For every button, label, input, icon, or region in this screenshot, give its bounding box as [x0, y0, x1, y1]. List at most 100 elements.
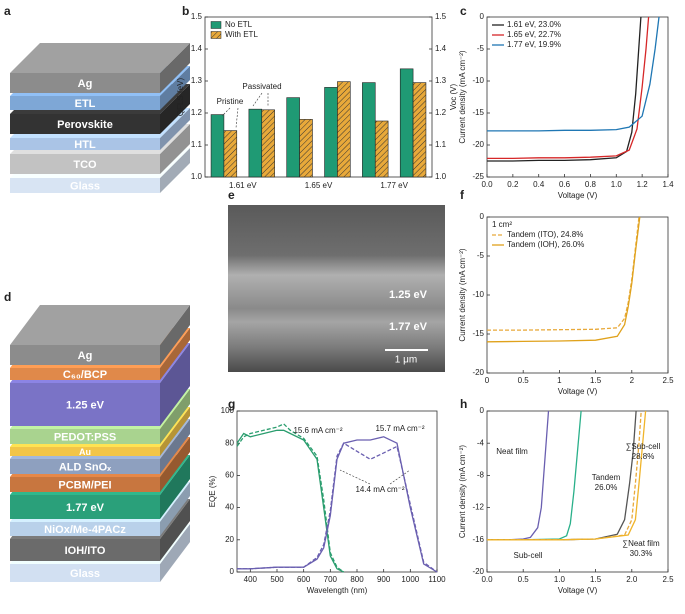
layer-side	[160, 419, 190, 474]
layer-top	[10, 43, 190, 73]
bar	[362, 82, 376, 178]
x-tick-label: 0	[485, 376, 490, 385]
layer-front	[10, 495, 160, 519]
x-tick-label: 700	[324, 575, 338, 584]
layer-front	[10, 564, 160, 582]
y2-tick-label: 1.4	[435, 44, 447, 53]
x-tick-label: 2.5	[662, 575, 674, 584]
layer-side	[160, 148, 190, 193]
x-tick-label: 900	[377, 575, 391, 584]
line	[237, 442, 438, 573]
line	[236, 429, 344, 573]
layer-side	[160, 389, 190, 444]
y-tick-label: -12	[472, 503, 484, 512]
annotation: ∑Sub-cell	[626, 442, 661, 451]
annotation: 30.3%	[630, 549, 653, 558]
line	[237, 436, 438, 573]
layer-side	[160, 108, 190, 150]
x-tick-label: 0.4	[533, 180, 545, 189]
y2-tick-label: 1.3	[435, 76, 447, 85]
panel-label: a	[4, 4, 11, 18]
y-tick-label: -5	[477, 251, 485, 260]
y2-tick-label: 1.5	[435, 12, 447, 21]
panel-label: b	[182, 4, 189, 18]
annotation: 14.4 mA cm⁻²	[355, 485, 404, 494]
y-tick-label: 1.5	[191, 12, 203, 21]
y-axis-label: QFLS (eV)	[176, 78, 185, 117]
y-tick-label: 0	[480, 212, 485, 221]
bar	[286, 97, 300, 178]
x-tick-label: 1.61 eV	[229, 181, 257, 190]
y-tick-label: 100	[221, 406, 235, 415]
x-tick-label: 1.65 eV	[305, 181, 333, 190]
x-tick-label: 1.5	[590, 376, 602, 385]
panel-label: d	[4, 290, 11, 304]
legend-label: No ETL	[225, 20, 253, 29]
y-tick-label: -20	[472, 567, 484, 576]
line	[487, 410, 582, 541]
y-tick-label: 1.2	[191, 108, 203, 117]
layer-side	[160, 66, 190, 110]
line	[487, 16, 660, 132]
panel-label: e	[228, 188, 235, 202]
layer-label: C₆₀/BCP	[63, 369, 107, 381]
layer-label: Ag	[78, 350, 93, 362]
layer-label: TCO	[73, 159, 97, 171]
y2-axis-label: Voc (V)	[449, 84, 458, 111]
layer-side	[160, 84, 190, 134]
x-axis-label: Voltage (V)	[558, 586, 598, 595]
y-tick-label: 80	[225, 438, 234, 447]
y-tick-label: -15	[472, 108, 484, 117]
layer-front	[10, 96, 160, 110]
y-tick-label: 1.1	[191, 140, 203, 149]
line	[487, 410, 550, 541]
bar	[261, 109, 275, 178]
x-tick-label: 1.2	[637, 180, 649, 189]
layer-side	[160, 499, 190, 561]
layer-label: Glass	[70, 568, 100, 580]
plot-frame	[236, 410, 438, 573]
legend-label: Tandem (ITO), 24.8%	[507, 230, 583, 239]
y-axis-label: Current density (mA cm⁻²)	[458, 248, 467, 341]
x-tick-label: 1	[557, 376, 562, 385]
annotation: Passivated	[242, 82, 281, 91]
bar	[210, 114, 225, 178]
line	[236, 423, 345, 573]
y2-tick-label: 1.0	[435, 172, 447, 181]
y-tick-label: -10	[472, 76, 484, 85]
layer-side	[160, 455, 190, 519]
plot-frame	[204, 16, 433, 178]
layer-side	[160, 407, 190, 456]
layer-label: Perovskite	[57, 119, 113, 131]
layer-side	[160, 328, 190, 380]
layer-side	[160, 305, 190, 365]
x-tick-label: 0.0	[481, 180, 493, 189]
layer-side	[160, 437, 190, 492]
y-tick-label: -20	[472, 368, 484, 377]
pointer	[221, 107, 231, 117]
x-tick-label: 0.5	[518, 376, 530, 385]
y-tick-label: -10	[472, 290, 484, 299]
y-tick-label: 1.3	[191, 76, 203, 85]
annotation: 15.7 mA cm⁻²	[375, 424, 424, 433]
y-tick-label: -15	[472, 329, 484, 338]
bar	[223, 130, 238, 178]
pointer	[235, 107, 239, 129]
x-axis-label: Voltage (V)	[558, 387, 598, 396]
legend-label: 1.77 eV, 19.9%	[507, 40, 561, 49]
legend-label: 1.65 eV, 22.7%	[507, 30, 561, 39]
legend-swatch	[210, 21, 222, 29]
layer-front	[10, 429, 160, 444]
layer-label: Ag	[78, 78, 93, 90]
chart: 0 20 40 60 80 100 400 500 600 700 800 900 1000 1100 Wa…	[208, 406, 446, 595]
x-tick-label: 600	[297, 575, 311, 584]
y-tick-label: -20	[472, 140, 484, 149]
annotation: Sub-cell	[514, 551, 543, 560]
y-tick-label: -8	[477, 471, 485, 480]
bar	[248, 108, 263, 178]
y2-tick-label: 1.1	[435, 140, 447, 149]
bar	[337, 81, 351, 178]
chart: 0 -5 -10 -15 -20 -250.0 0.2 0.4 0.6 0.8 1.0 1.2 1.4 V…	[458, 12, 674, 200]
layer-label: HTL	[74, 139, 96, 151]
